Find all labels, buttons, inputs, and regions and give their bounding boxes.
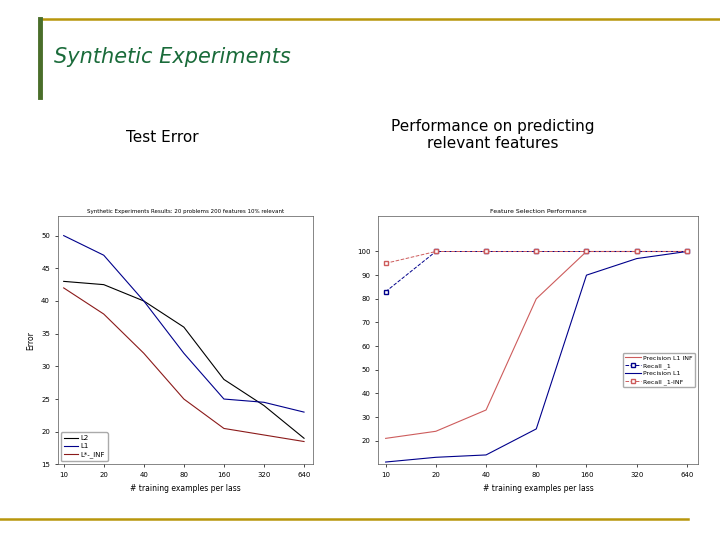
Precision L1 INF	[431, 428, 440, 435]
Recall _1-INF	[532, 248, 541, 255]
Precision L1 INF	[532, 295, 541, 302]
Y-axis label: Error: Error	[27, 331, 35, 349]
Precision L1 INF	[632, 248, 641, 255]
Line: Recall _1: Recall _1	[384, 249, 689, 294]
Recall _1	[431, 248, 440, 255]
Precision L1	[532, 426, 541, 432]
L*-_INF	[260, 432, 269, 438]
X-axis label: # training examples per lass: # training examples per lass	[483, 484, 593, 492]
Recall _1	[382, 288, 390, 295]
Line: L1: L1	[63, 235, 304, 412]
L2	[179, 324, 188, 330]
Precision L1	[632, 255, 641, 262]
L*-_INF	[220, 425, 228, 431]
L2	[260, 402, 269, 409]
Legend: L2, L1, L*-_INF: L2, L1, L*-_INF	[61, 433, 108, 461]
Legend: Precision L1 INF, Recall _1, Precision L1, Recall _1-INF: Precision L1 INF, Recall _1, Precision L…	[623, 353, 696, 387]
Text: Performance on predicting
relevant features: Performance on predicting relevant featu…	[392, 119, 595, 151]
L2	[99, 281, 108, 288]
Recall _1-INF	[582, 248, 591, 255]
Line: Precision L1 INF: Precision L1 INF	[386, 252, 687, 438]
L2	[220, 376, 228, 383]
Precision L1	[382, 459, 390, 465]
X-axis label: # training examples per lass: # training examples per lass	[130, 484, 240, 492]
L*-_INF	[59, 285, 68, 291]
L1	[140, 298, 148, 304]
L1	[99, 252, 108, 259]
Recall _1-INF	[431, 248, 440, 255]
L2	[300, 435, 308, 442]
L*-_INF	[179, 396, 188, 402]
Precision L1	[431, 454, 440, 461]
L*-_INF	[300, 438, 308, 445]
L1	[300, 409, 308, 415]
Precision L1	[582, 272, 591, 279]
Recall _1-INF	[382, 260, 390, 267]
Recall _1	[532, 248, 541, 255]
Recall _1	[582, 248, 591, 255]
Title: Synthetic Experiments Results: 20 problems 200 features 10% relevant: Synthetic Experiments Results: 20 proble…	[87, 209, 284, 214]
Text: Test Error: Test Error	[126, 130, 198, 145]
L*-_INF	[140, 350, 148, 356]
Precision L1	[683, 248, 691, 255]
L2	[140, 298, 148, 304]
Recall _1	[683, 248, 691, 255]
Precision L1 INF	[382, 435, 390, 442]
Precision L1 INF	[582, 248, 591, 255]
Precision L1 INF	[482, 407, 490, 413]
Recall _1-INF	[632, 248, 641, 255]
L1	[59, 232, 68, 239]
Precision L1	[482, 451, 490, 458]
L1	[179, 350, 188, 356]
Recall _1	[632, 248, 641, 255]
Title: Feature Selection Performance: Feature Selection Performance	[490, 209, 587, 214]
L1	[220, 396, 228, 402]
Line: L2: L2	[63, 281, 304, 438]
Recall _1	[482, 248, 490, 255]
Recall _1-INF	[683, 248, 691, 255]
L*-_INF	[99, 311, 108, 318]
Precision L1 INF	[683, 248, 691, 255]
Text: Synthetic Experiments: Synthetic Experiments	[54, 46, 291, 67]
L2	[59, 278, 68, 285]
Line: Recall _1-INF: Recall _1-INF	[384, 249, 689, 265]
Line: Precision L1: Precision L1	[386, 252, 687, 462]
L1	[260, 399, 269, 406]
Recall _1-INF	[482, 248, 490, 255]
Line: L*-_INF: L*-_INF	[63, 288, 304, 442]
